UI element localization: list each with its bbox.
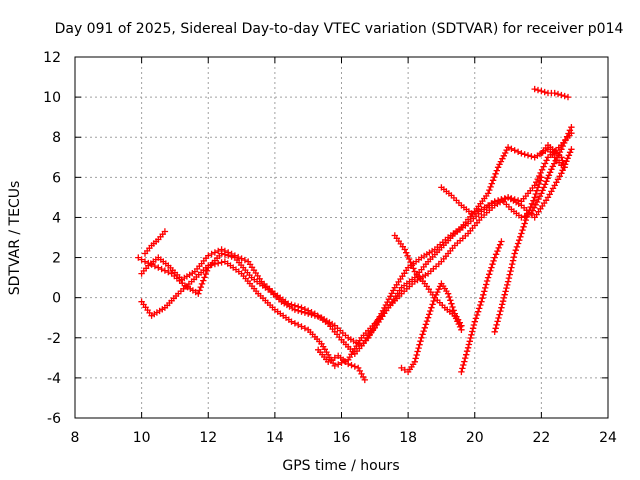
data-point-markers xyxy=(491,174,545,335)
x-tick-label: 22 xyxy=(532,430,550,446)
y-tick-label: 6 xyxy=(52,170,61,186)
chart-title: Day 091 of 2025, Sidereal Day-to-day VTE… xyxy=(55,21,624,37)
y-tick-label: 8 xyxy=(52,130,61,146)
data-point-markers xyxy=(138,130,575,370)
series-track-8 xyxy=(458,238,505,376)
data-point-markers xyxy=(438,124,575,221)
x-tick-label: 8 xyxy=(71,430,80,446)
x-tick-label: 16 xyxy=(333,430,351,446)
y-tick-label: -2 xyxy=(47,331,61,347)
data-point-markers xyxy=(391,232,465,333)
grid-lines xyxy=(75,57,608,418)
y-tick-label: 4 xyxy=(52,210,61,226)
x-axis-label: GPS time / hours xyxy=(282,458,399,474)
data-point-markers xyxy=(538,142,568,171)
x-tick-label: 12 xyxy=(199,430,217,446)
series-track-2 xyxy=(138,144,565,357)
data-point-markers xyxy=(135,146,575,349)
y-tick-label: 2 xyxy=(52,251,61,267)
y-axis-label: SDTVAR / TECUs xyxy=(7,181,23,296)
data-point-markers xyxy=(531,85,572,101)
series-track-11 xyxy=(531,85,572,101)
data-point-markers xyxy=(458,238,505,376)
y-tick-label: 0 xyxy=(52,291,61,307)
x-tick-label: 14 xyxy=(266,430,284,446)
x-tick-label: 20 xyxy=(466,430,484,446)
x-tick-label: 10 xyxy=(133,430,151,446)
series-track-1 xyxy=(135,146,575,349)
data-point-markers xyxy=(315,346,368,384)
series-track-3 xyxy=(138,130,575,370)
series-track-9 xyxy=(491,174,545,335)
series-track-4 xyxy=(141,228,169,257)
series-track-12 xyxy=(538,142,568,171)
y-tick-label: 10 xyxy=(43,90,61,106)
series-track-7 xyxy=(438,124,575,221)
data-points xyxy=(135,85,575,384)
y-tick-label: 12 xyxy=(43,50,61,66)
y-tick-label: -4 xyxy=(47,371,61,387)
data-point-markers xyxy=(141,228,169,257)
series-track-5 xyxy=(315,346,368,384)
y-tick-label: -6 xyxy=(47,411,61,427)
axes xyxy=(74,56,609,419)
x-tick-label: 18 xyxy=(399,430,417,446)
series-track-10 xyxy=(391,232,465,333)
data-point-markers xyxy=(138,144,565,357)
x-tick-label: 24 xyxy=(599,430,617,446)
